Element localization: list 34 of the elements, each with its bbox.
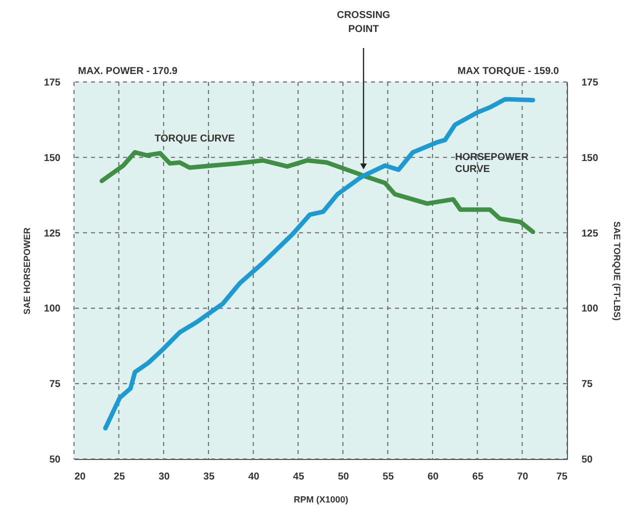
line-series [100, 150, 536, 234]
y2-tick-label: 50 [582, 454, 594, 466]
series-label: HORSEPOWER CURVE [455, 152, 530, 175]
y-tick-label: 50 [49, 454, 61, 466]
text: MAX TORQUE - 159.0 [457, 66, 560, 77]
y2-tick-label: 100 [582, 304, 599, 315]
y-tick-label: 175 [44, 78, 61, 88]
y-axis-title: SAE HORSEPOWER [22, 226, 32, 315]
x-tick-label: 25 [114, 472, 126, 482]
x-tick-label: 45 [293, 472, 305, 482]
x-tick-label: 60 [427, 472, 440, 482]
y-tick-label: 100 [44, 304, 61, 315]
x-tick-label: 35 [203, 472, 215, 482]
x-axis-title: RPM (X1000) [294, 494, 348, 504]
x-tick-label: 65 [472, 472, 484, 482]
x-tick-label: 30 [158, 472, 170, 482]
annotation: CROSSING POINT [336, 10, 390, 35]
y2-tick-label: 150 [582, 152, 599, 164]
y2-tick-label: 175 [582, 78, 599, 88]
y-tick-label: 75 [49, 379, 61, 390]
y-tick-label: 125 [44, 228, 61, 240]
y-tick-label: 150 [44, 152, 61, 164]
y2-tick-label: 75 [582, 379, 594, 390]
x-tick-label: 40 [248, 472, 260, 482]
x-tick-label: 75 [556, 472, 568, 482]
text: MAX. POWER - 170.9 [78, 66, 178, 77]
y2-tick-label: 125 [582, 228, 599, 240]
x-tick-label: 20 [74, 472, 86, 482]
line-series [103, 96, 536, 430]
x-tick-label: 55 [382, 472, 394, 482]
series-label: TORQUE CURVE [154, 133, 236, 144]
y2-axis-title: SAE TORQUE (FT-LBS) [612, 221, 622, 321]
x-tick-label: 50 [338, 472, 350, 482]
x-tick-label: 70 [517, 472, 529, 482]
